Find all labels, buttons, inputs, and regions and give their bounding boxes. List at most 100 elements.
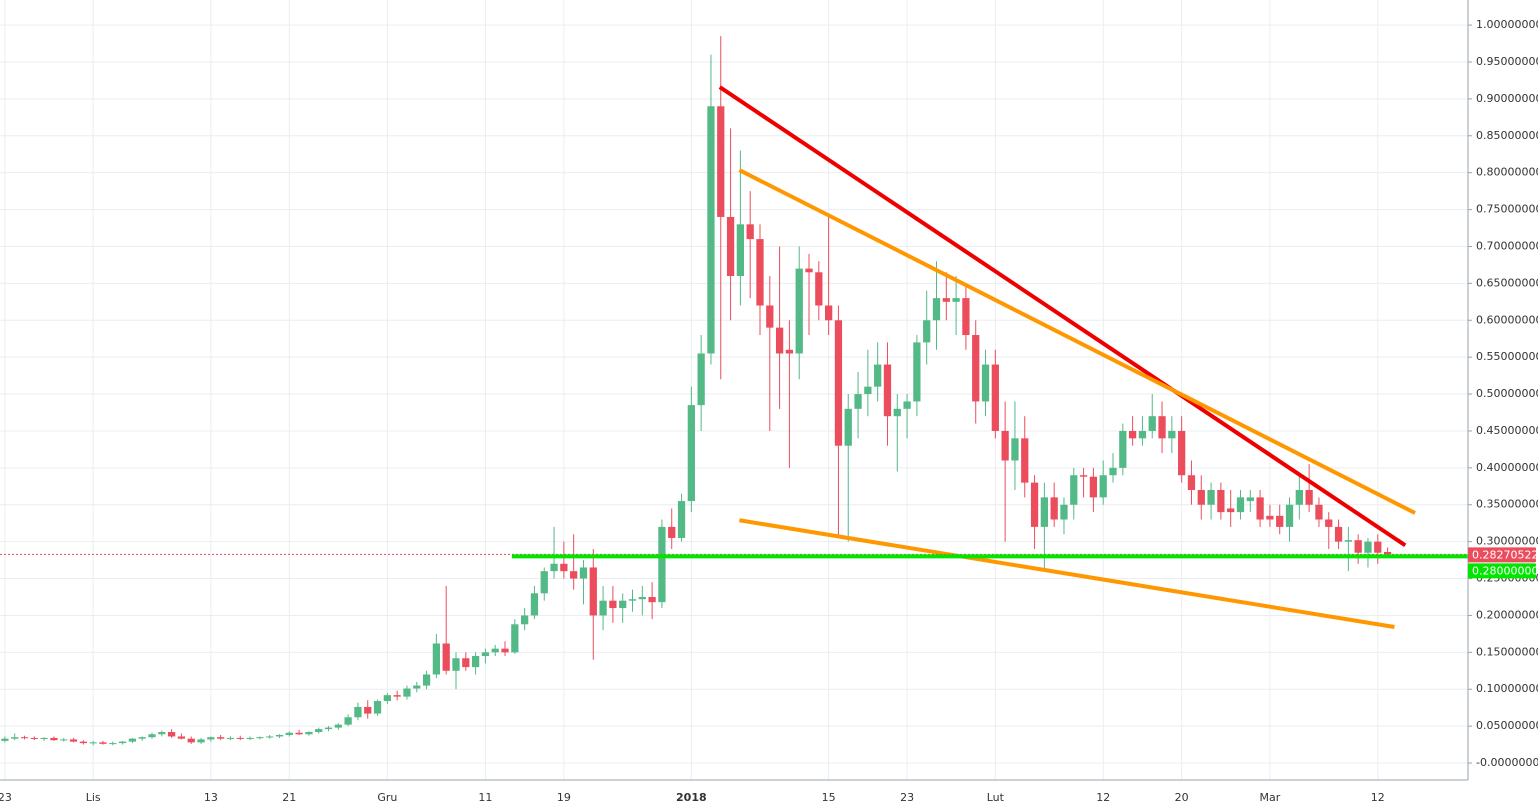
candle-body bbox=[775, 327, 784, 354]
candle-body bbox=[1089, 476, 1098, 498]
y-tick-label: 0.80000000 bbox=[1476, 166, 1538, 179]
candle-body bbox=[1344, 540, 1352, 542]
candle-body bbox=[30, 737, 38, 739]
x-tick-label: 2018 bbox=[676, 791, 707, 804]
candle-body bbox=[628, 599, 637, 601]
y-tick-label: 0.65000000 bbox=[1476, 276, 1538, 289]
candle-body bbox=[579, 567, 588, 579]
y-tick-label: 0.85000000 bbox=[1476, 129, 1538, 142]
candle-body bbox=[1295, 489, 1303, 505]
candle-body bbox=[1334, 526, 1343, 542]
candle-body bbox=[79, 741, 87, 744]
candle-body bbox=[530, 593, 539, 616]
x-tick-label: 21 bbox=[282, 791, 296, 804]
candle-body bbox=[550, 563, 558, 572]
y-tick-label: 0.70000000 bbox=[1476, 239, 1538, 252]
price-tag-label: 0.28270522 bbox=[1472, 548, 1538, 561]
candle-body bbox=[1315, 504, 1323, 520]
candle-body bbox=[599, 600, 607, 616]
candle-body bbox=[462, 658, 470, 668]
candle-body bbox=[638, 596, 646, 600]
candle-body bbox=[1030, 482, 1039, 527]
x-tick-label: 12 bbox=[1371, 791, 1385, 804]
y-tick-label: 0.60000000 bbox=[1476, 313, 1538, 326]
candle-body bbox=[1178, 430, 1186, 476]
trend-line bbox=[738, 168, 1416, 515]
candle-body bbox=[1383, 551, 1392, 555]
candle-body bbox=[1040, 497, 1048, 527]
candle-body bbox=[648, 596, 656, 603]
price-tag-label: 0.28000000 bbox=[1472, 564, 1538, 577]
x-tick-label: Lut bbox=[987, 791, 1005, 804]
candle-body bbox=[305, 732, 313, 735]
x-tick-label: 19 bbox=[557, 791, 571, 804]
x-tick-label: 11 bbox=[478, 791, 492, 804]
candle-body bbox=[668, 526, 676, 538]
candle-body bbox=[50, 737, 58, 741]
x-tick-label: Lis bbox=[86, 791, 101, 804]
candle-body bbox=[511, 624, 519, 653]
candle-body bbox=[11, 737, 19, 739]
candle-body bbox=[1060, 504, 1068, 520]
y-tick-label: 0.30000000 bbox=[1476, 535, 1538, 548]
candle-body bbox=[403, 688, 411, 697]
candle-body bbox=[717, 106, 725, 217]
candle-body bbox=[217, 737, 225, 739]
candle-body bbox=[266, 736, 274, 738]
candle-body bbox=[825, 305, 833, 321]
x-tick-label: Gru bbox=[377, 791, 397, 804]
candle-body bbox=[60, 739, 68, 741]
candle-body bbox=[432, 643, 441, 675]
candle-body bbox=[373, 701, 382, 714]
candle-body bbox=[834, 320, 843, 446]
y-tick-label: 1.00000000 bbox=[1476, 18, 1538, 31]
candle-body bbox=[677, 501, 686, 538]
candle-body bbox=[246, 737, 254, 739]
candle-body bbox=[962, 298, 970, 336]
candle-body bbox=[187, 738, 195, 743]
candle-body bbox=[1011, 438, 1019, 461]
candle-body bbox=[521, 615, 529, 625]
candle-body bbox=[1374, 541, 1382, 553]
candle-body bbox=[256, 737, 264, 739]
candle-body bbox=[560, 563, 568, 572]
candle-body bbox=[795, 268, 803, 354]
candle-body bbox=[697, 353, 705, 406]
candle-body bbox=[883, 364, 892, 417]
candle-body bbox=[942, 298, 950, 302]
candle-body bbox=[1354, 540, 1362, 553]
candle-body bbox=[1079, 475, 1088, 477]
candle-body bbox=[315, 729, 323, 733]
candle-body bbox=[99, 742, 107, 744]
candle-body bbox=[785, 349, 794, 354]
candle-body bbox=[236, 737, 244, 739]
candle-body bbox=[1187, 475, 1196, 490]
candle-body bbox=[177, 736, 186, 739]
candle-body bbox=[1197, 489, 1205, 505]
x-tick-label: 12 bbox=[1096, 791, 1110, 804]
candle-body bbox=[570, 571, 578, 579]
candle-body bbox=[1364, 541, 1372, 553]
candle-body bbox=[1158, 416, 1166, 439]
candle-body bbox=[1236, 497, 1245, 513]
x-tick-label: 15 bbox=[822, 791, 836, 804]
candle-body bbox=[589, 567, 597, 616]
candle-body bbox=[285, 732, 293, 735]
candle-body bbox=[746, 224, 754, 240]
y-tick-label: 0.50000000 bbox=[1476, 387, 1538, 400]
candle-body bbox=[118, 741, 127, 744]
candle-body bbox=[40, 737, 48, 739]
candle-body bbox=[1099, 475, 1107, 498]
candle-body bbox=[874, 364, 882, 387]
candle-body bbox=[1207, 489, 1215, 505]
price-tag bbox=[1468, 563, 1536, 579]
candle-body bbox=[207, 737, 215, 740]
axes: -0.00000000 0.05000000 0.10000000 0.1500000… bbox=[0, 18, 1538, 804]
candle-body bbox=[707, 106, 715, 354]
candle-body bbox=[364, 706, 372, 714]
y-tick-label: 0.95000000 bbox=[1476, 55, 1538, 68]
candle-body bbox=[471, 656, 480, 668]
candle-body bbox=[1285, 504, 1294, 527]
